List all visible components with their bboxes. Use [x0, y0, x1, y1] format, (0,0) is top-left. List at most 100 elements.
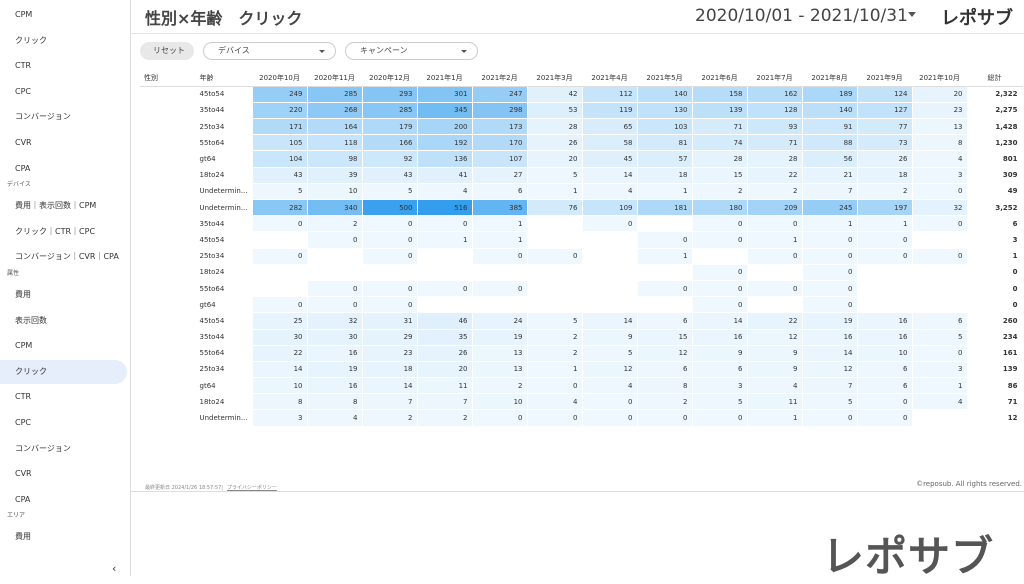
sidebar-item[interactable]: クリック｜CTR｜CPC	[15, 226, 96, 236]
total-cell: 2,322	[967, 86, 1023, 103]
value-cell: 53	[527, 102, 583, 120]
gender-cell	[140, 215, 196, 233]
value-cell: 14	[802, 345, 858, 362]
value-cell: 500	[362, 199, 418, 217]
age-cell: 25to34	[195, 118, 253, 136]
sidebar-item[interactable]: CTR	[15, 392, 32, 402]
total-cell: 3,252	[967, 199, 1023, 217]
column-header: 2021年4月	[582, 70, 638, 87]
sidebar-item[interactable]: CPA	[15, 163, 31, 173]
value-cell: 45	[582, 150, 638, 168]
value-cell: 10	[472, 393, 528, 411]
value-cell	[527, 215, 583, 233]
value-cell: 18	[637, 167, 693, 184]
sidebar-item[interactable]: 費用	[15, 532, 31, 542]
value-cell: 0	[252, 296, 308, 314]
sidebar-item[interactable]: CVR	[15, 469, 32, 479]
age-cell: Undetermin...	[195, 183, 253, 201]
filter-dropdown[interactable]: キャンペーン	[345, 42, 478, 60]
value-cell: 0	[307, 296, 363, 314]
sidebar-item[interactable]: CVR	[15, 138, 32, 147]
value-cell: 3	[692, 377, 748, 395]
sidebar-item[interactable]: クリック	[15, 35, 47, 45]
gender-cell	[140, 86, 196, 103]
sidebar-item[interactable]: コンバージョン	[15, 443, 71, 453]
sidebar-item[interactable]: コンバージョン	[15, 112, 71, 122]
value-cell: 6	[472, 183, 528, 201]
value-cell: 118	[307, 134, 363, 152]
sidebar-item[interactable]: CPM	[15, 10, 33, 19]
value-cell: 0	[747, 215, 803, 233]
value-cell: 4	[417, 183, 473, 201]
value-cell: 3	[912, 361, 968, 379]
total-cell: 161	[967, 345, 1023, 362]
value-cell: 2	[417, 409, 473, 427]
value-cell	[582, 248, 638, 265]
sidebar: CPM クリック CTR CPC コンバージョン CVR CPA デバイス 費用｜表示回数｜CP…	[0, 0, 131, 576]
sidebar-item[interactable]: クリック	[0, 359, 127, 384]
sidebar-item[interactable]: CPC	[15, 418, 31, 427]
value-cell: 93	[747, 118, 803, 136]
value-cell: 9	[692, 345, 748, 362]
age-cell: Undetermin...	[195, 199, 253, 217]
table-row: 55to64 0 0 0 0 0 0 0 0 0	[140, 280, 1023, 298]
total-cell: 801	[967, 150, 1023, 168]
value-cell: 2	[307, 215, 363, 233]
value-cell: 1	[527, 183, 583, 201]
total-cell: 6	[967, 215, 1023, 233]
sidebar-item[interactable]: 費用｜表示回数｜CPM	[15, 201, 97, 211]
value-cell: 4	[307, 409, 363, 427]
value-cell: 81	[637, 134, 693, 152]
total-cell: 71	[967, 393, 1023, 411]
gender-cell	[140, 377, 196, 395]
gender-cell	[140, 296, 196, 314]
value-cell: 4	[747, 377, 803, 395]
date-caret[interactable]	[908, 12, 916, 17]
table-row: 25to34 0 0 0 0 1 0 0 0 0 1	[140, 248, 1023, 265]
total-cell: 1,428	[967, 118, 1023, 136]
age-cell: 18to24	[195, 167, 253, 184]
value-cell: 247	[472, 86, 528, 103]
value-cell: 0	[362, 248, 418, 265]
column-header: 2021年3月	[527, 70, 583, 87]
date-range[interactable]: 2020/10/01 - 2021/10/31	[695, 6, 908, 26]
value-cell: 1	[637, 183, 693, 201]
value-cell: 0	[472, 280, 528, 298]
value-cell: 3	[252, 409, 308, 427]
value-cell: 119	[582, 102, 638, 120]
header-row: 性別 年齢 2020年10月 2020年11月 2020年12月 2021年1月 2021年…	[140, 70, 1023, 87]
table-row: 35to44 30 30 29 35 19 2 9 15 16 12 16 16 5 234	[140, 329, 1023, 346]
age-cell: 18to24	[195, 393, 253, 411]
total-cell: 1	[967, 248, 1023, 265]
sidebar-item[interactable]: 表示回数	[15, 315, 47, 325]
gender-cell	[140, 329, 196, 346]
value-cell	[912, 264, 968, 281]
gender-cell	[140, 393, 196, 411]
sidebar-item[interactable]: 費用	[15, 290, 31, 299]
sidebar-item[interactable]: CPA	[15, 494, 31, 504]
value-cell: 0	[527, 248, 583, 265]
age-cell: 35to44	[195, 102, 253, 120]
value-cell: 130	[637, 102, 693, 120]
column-header: 2021年9月	[857, 70, 913, 87]
collapse-button[interactable]: ‹	[112, 562, 117, 575]
reset-button[interactable]: リセット	[140, 42, 194, 60]
sidebar-item[interactable]: コンバージョン｜CVR｜CPA	[15, 252, 119, 262]
value-cell: 0	[857, 248, 913, 265]
table-row: 18to24 0 0 0	[140, 264, 1023, 281]
value-cell: 92	[362, 150, 418, 168]
value-cell: 0	[692, 409, 748, 427]
sidebar-item[interactable]: CPM	[15, 341, 33, 351]
sidebar-item[interactable]: CPC	[15, 86, 31, 96]
age-cell: 35to44	[195, 215, 253, 233]
value-cell: 91	[802, 118, 858, 136]
column-header: 2021年1月	[417, 70, 473, 87]
value-cell	[582, 231, 638, 249]
sidebar-item[interactable]: CTR	[15, 61, 32, 71]
table-row: Undetermin... 3 4 2 2 0 0 0 0 0 1 0 0 12	[140, 409, 1023, 427]
filter-dropdown[interactable]: デバイス	[203, 42, 336, 60]
privacy-link[interactable]: プライバシーポリシー	[226, 485, 277, 491]
value-cell: 109	[582, 199, 638, 217]
value-cell: 18	[857, 167, 913, 184]
value-cell: 0	[362, 215, 418, 233]
